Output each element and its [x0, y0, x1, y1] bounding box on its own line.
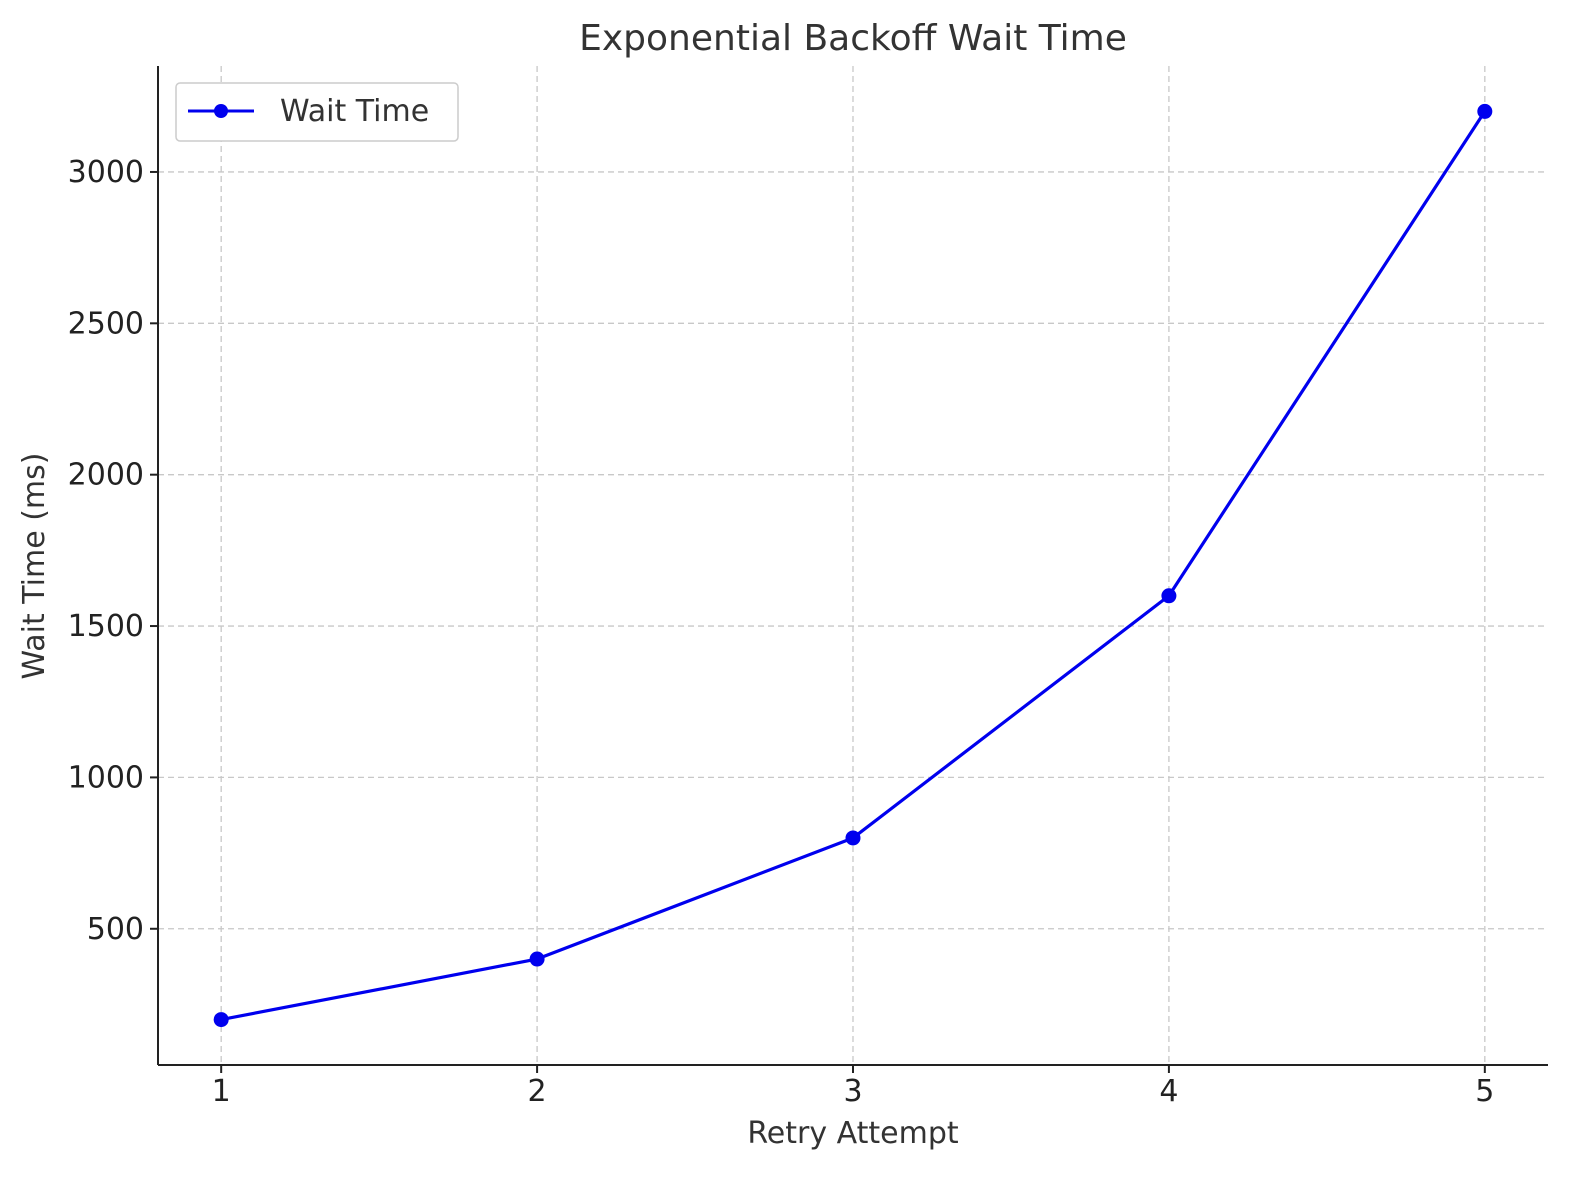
grid [158, 66, 1548, 1065]
y-tick-label: 1500 [68, 609, 144, 644]
y-axis-label: Wait Time (ms) [17, 453, 52, 680]
x-tick-label: 4 [1159, 1074, 1178, 1109]
chart-title: Exponential Backoff Wait Time [579, 18, 1127, 59]
y-tick-label: 500 [87, 912, 144, 947]
data-point [529, 951, 545, 967]
data-point [1161, 588, 1177, 604]
data-point [845, 830, 861, 846]
legend-marker-swatch [214, 104, 228, 118]
y-tick-label: 1000 [68, 760, 144, 795]
y-tick-label: 3000 [68, 155, 144, 190]
data-point [213, 1012, 229, 1028]
legend-label: Wait Time [280, 94, 429, 129]
series-layer [213, 103, 1493, 1028]
axes: 1 2 3 4 5 500 1000 1500 2000 2500 3000 [68, 66, 1548, 1109]
data-point [1477, 103, 1493, 119]
x-tick-label: 1 [212, 1074, 231, 1109]
x-axis-label: Retry Attempt [747, 1116, 959, 1151]
legend-box [175, 82, 459, 142]
x-tick-label: 3 [843, 1074, 862, 1109]
x-tick-label: 2 [528, 1074, 547, 1109]
legend: Wait Time [175, 82, 459, 142]
y-tick-label: 2500 [68, 306, 144, 341]
x-tick-label: 5 [1475, 1074, 1494, 1109]
y-tick-label: 2000 [68, 458, 144, 493]
